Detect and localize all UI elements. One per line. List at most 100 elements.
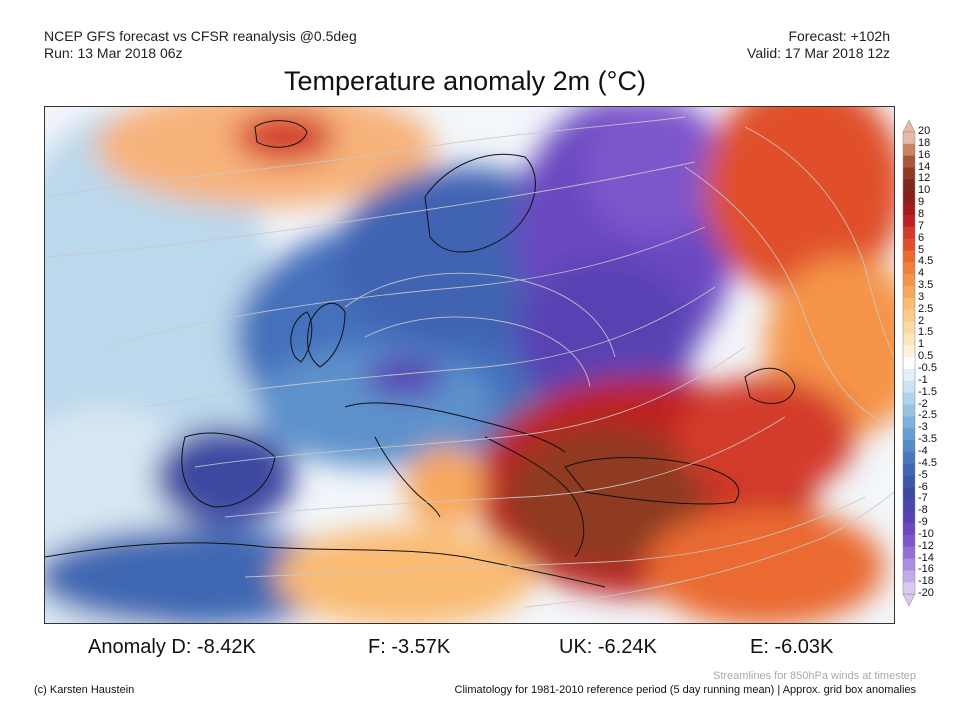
colorbar-tick-label: 5 [918,243,925,256]
colorbar-swatch [903,546,915,560]
colorbar-tick-label: -7 [918,492,928,505]
colorbar-tick-label: -3 [918,421,928,434]
colorbar-tick-label: 0.5 [918,350,934,363]
forecast-hour: Forecast: +102h [788,28,890,44]
anomaly-spain: E: -6.03K [750,636,834,658]
map-canvas [45,107,894,623]
colorbar-swatch [903,321,915,334]
colorbar-swatch [903,558,915,571]
colorbar-tick-label: 10 [918,184,931,197]
colorbar [902,119,916,607]
anomaly-germany: Anomaly D: -8.42K [88,636,256,658]
colorbar-tick-label: -5 [918,468,928,481]
colorbar-tick-label: -4 [918,444,928,457]
colorbar-tick-label: -18 [918,575,934,588]
anomaly-uk: UK: -6.24K [559,636,657,658]
colorbar-swatch [903,523,915,536]
model-label: NCEP GFS forecast vs CFSR reanalysis @0.… [44,28,357,44]
climatology-note: Climatology for 1981-2010 reference peri… [454,684,916,696]
colorbar-tick-label: 3 [918,290,925,303]
colorbar-swatch [903,440,915,453]
colorbar-swatch [903,309,915,323]
colorbar-swatch [903,262,915,275]
colorbar-tick-label: 3.5 [918,279,934,292]
colorbar-tick-label: 2.5 [918,302,934,315]
colorbar-tick-label: -14 [918,551,934,564]
valid-time: Valid: 17 Mar 2018 12z [747,45,890,61]
colorbar-swatch [903,191,915,204]
colorbar-swatch [903,286,915,299]
colorbar-swatch [903,428,915,441]
colorbar-tick-label: -0.5 [918,362,937,374]
colorbar-swatch [903,333,915,346]
colorbar-tick-label: 9 [918,196,925,209]
colorbar-swatch [903,499,915,512]
colorbar-tick-label: -4.5 [918,456,937,469]
run-info: NCEP GFS forecast vs CFSR reanalysis @0.… [44,28,357,62]
colorbar-swatch [903,487,915,500]
colorbar-tick-label: 2 [918,314,925,327]
colorbar-scale [902,119,916,607]
coastlines [45,120,796,588]
colorbar-swatch [903,274,915,287]
colorbar-tick-label: 4.5 [918,255,934,268]
colorbar-tick-label: 6 [918,231,925,244]
colorbar-swatch [903,238,915,251]
colorbar-swatch [903,155,915,169]
colorbar-swatch [903,451,915,465]
colorbar-tick-label: -10 [918,527,934,540]
colorbar-tick-label: -2.5 [918,409,937,422]
colorbar-swatch [903,132,915,145]
colorbar-swatch [903,380,915,394]
colorbar-swatch [903,345,915,358]
map-title: Temperature anomaly 2m (°C) [284,66,646,96]
colorbar-swatch [903,250,915,263]
colorbar-tick-label: 1 [918,338,925,351]
streamlines-note: Streamlines for 850hPa winds at timestep [713,670,916,682]
anomaly-france: F: -3.57K [368,636,451,658]
colorbar-tick-label: -6 [918,480,928,493]
colorbar-tick-label: -1.5 [918,385,937,398]
colorbar-swatch [903,143,915,157]
colorbar-tick-label: -9 [918,516,928,529]
colorbar-tick-label: 14 [918,160,931,173]
colorbar-swatch [903,297,915,311]
colorbar-tick-label: 4 [918,267,925,280]
colorbar-swatch [903,511,915,524]
colorbar-tick-label: -2 [918,397,928,410]
anomaly-field [45,107,894,623]
colorbar-swatch [903,404,915,417]
colorbar-swatch [903,214,915,228]
colorbar-tick-label: -8 [918,504,928,517]
colorbar-tick-label: 12 [918,172,931,185]
colorbar-swatch [903,534,915,548]
colorbar-tick-label: 1.5 [918,326,934,339]
colorbar-tick-label: 18 [918,136,931,149]
colorbar-tick-label: 7 [918,219,925,232]
anomaly-map [44,106,895,624]
colorbar-tick-label: -20 [918,587,934,600]
colorbar-swatch [903,392,915,406]
colorbar-tick-label: -12 [918,539,934,552]
colorbar-tick-label: -1 [918,373,928,386]
credit: (c) Karsten Haustein [34,684,135,696]
colorbar-swatch [903,570,915,583]
colorbar-swatch [903,226,915,240]
colorbar-tick-label: -16 [918,563,934,576]
colorbar-swatch [903,475,915,488]
colorbar-swatch [903,582,915,595]
colorbar-swatch [903,357,915,370]
colorbar-swatch [903,416,915,429]
colorbar-tick-label: 20 [918,125,931,137]
run-time: Run: 13 Mar 2018 06z [44,45,183,61]
colorbar-tick-label: 8 [918,207,925,220]
colorbar-swatch [903,369,915,382]
colorbar-swatch [903,463,915,477]
colorbar-max-arrow [902,119,916,133]
colorbar-swatch [903,203,915,216]
colorbar-swatch [903,167,915,180]
streamlines [45,116,894,608]
colorbar-tick-label: -3.5 [918,433,937,446]
forecast-info: Forecast: +102h Valid: 17 Mar 2018 12z [747,28,890,62]
colorbar-tick-label: 16 [918,148,931,161]
